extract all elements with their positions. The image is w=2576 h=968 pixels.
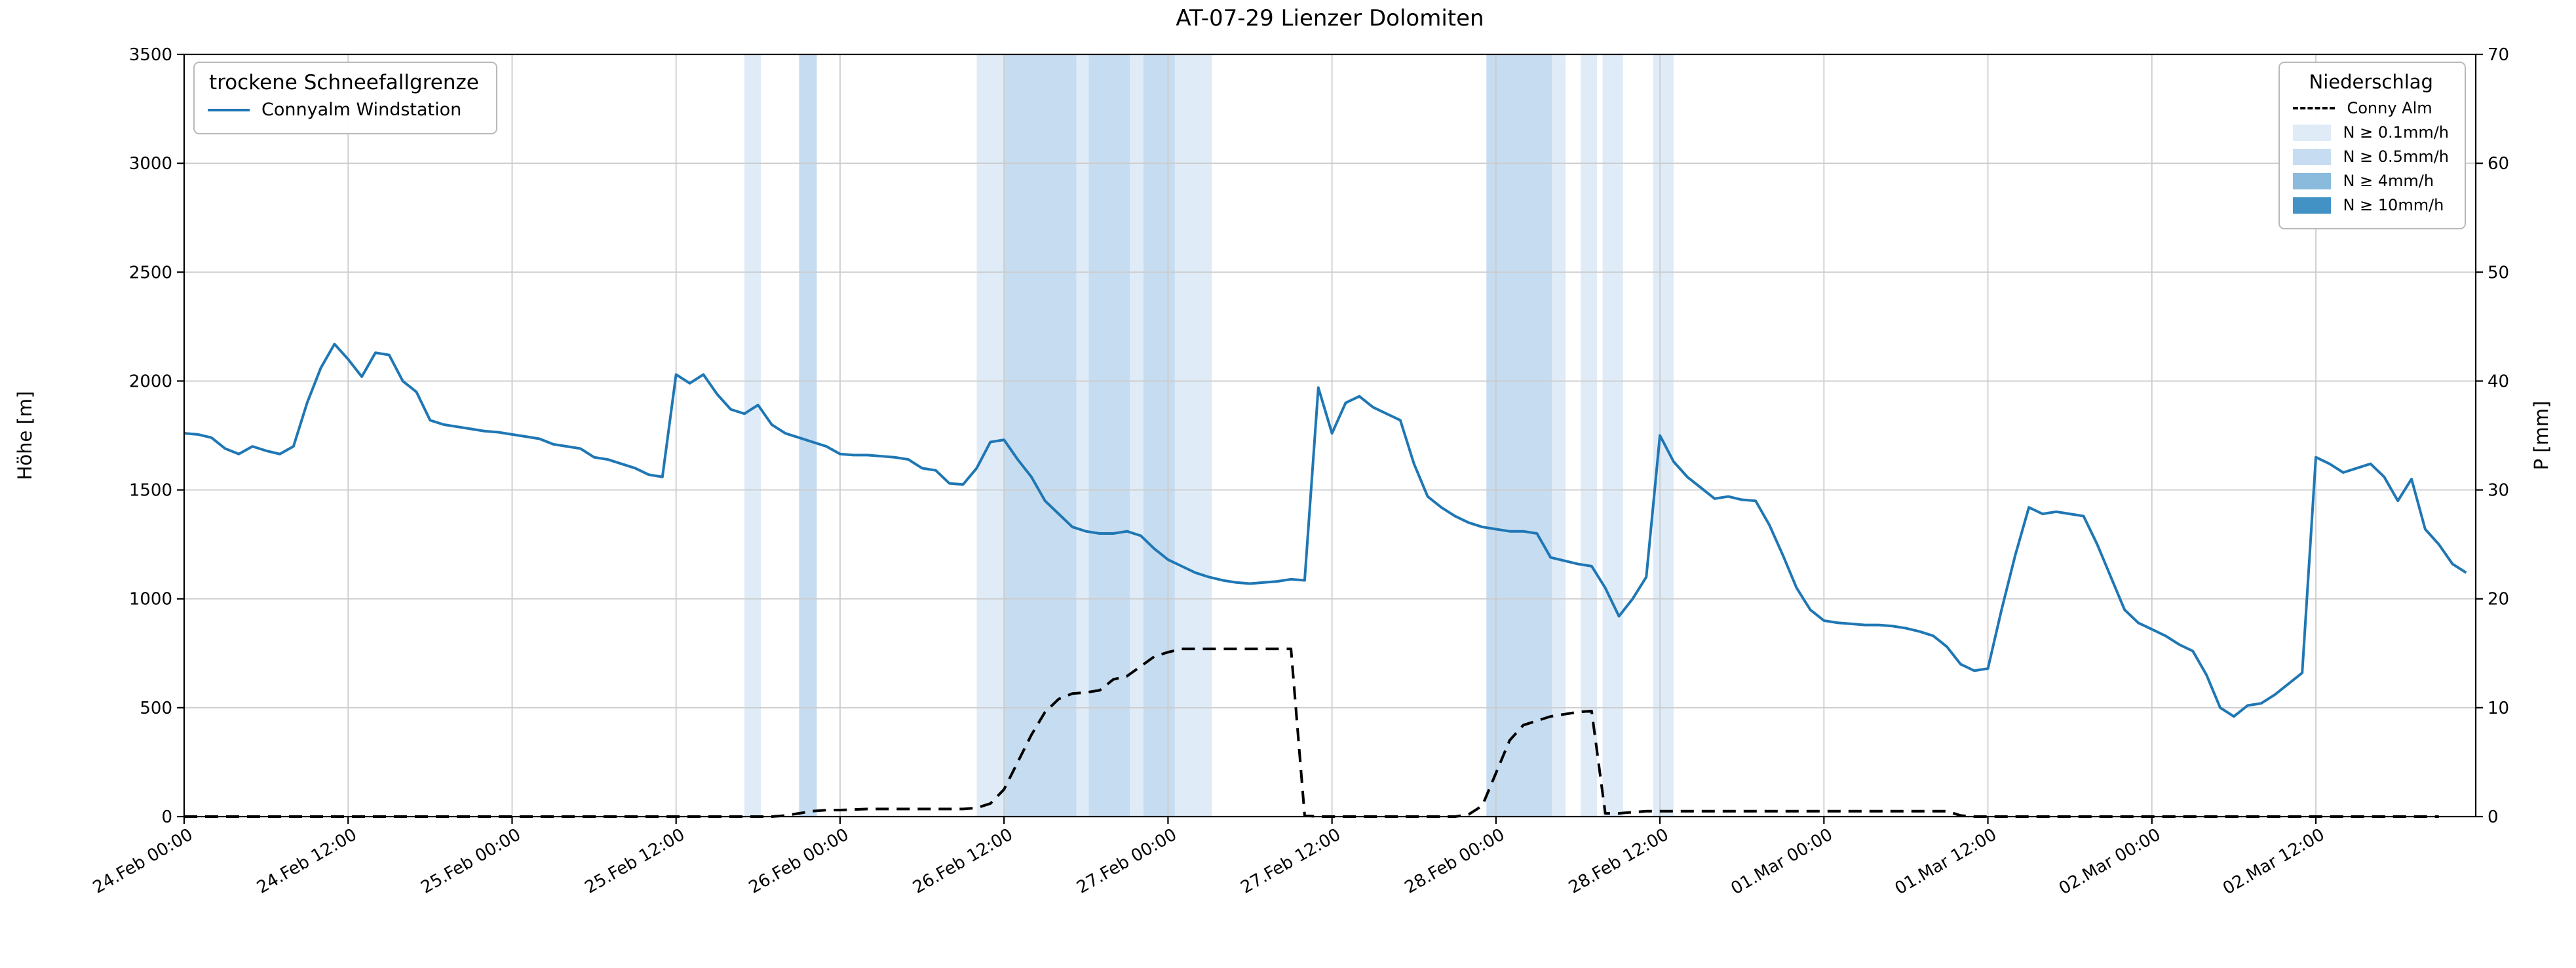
x-tick-label: 27.Feb 12:00 — [1237, 825, 1344, 898]
tier-05-swatch — [2293, 148, 2332, 165]
x-tick-label-group: 26.Feb 12:00 — [910, 825, 1016, 898]
precip-band — [976, 54, 1005, 817]
x-tick-label-group: 01.Mar 00:00 — [1727, 825, 1836, 899]
x-tick-label-group: 02.Mar 12:00 — [2220, 825, 2328, 899]
precip-band — [1552, 54, 1566, 817]
dashed-line-swatch — [2293, 107, 2336, 109]
x-tick-label: 25.Feb 12:00 — [581, 825, 688, 898]
y-right-axis-label: P [mm] — [2530, 401, 2552, 471]
x-tick-label-group: 27.Feb 00:00 — [1073, 825, 1180, 898]
y-left-tick-label: 0 — [161, 807, 172, 827]
x-tick-label: 02.Mar 00:00 — [2056, 825, 2164, 899]
legend-entry-connyalm-windstation: Connyalm Windstation — [208, 100, 480, 120]
x-tick-label-group: 27.Feb 12:00 — [1237, 825, 1344, 898]
precip-band — [1581, 54, 1598, 817]
x-tick-label: 01.Mar 12:00 — [1892, 825, 2000, 899]
x-tick-label-group: 25.Feb 12:00 — [581, 825, 688, 898]
x-tick-label-group: 01.Mar 12:00 — [1892, 825, 2000, 899]
tier-4-swatch — [2293, 172, 2332, 189]
tick-layer: 24.Feb 00:00 24.Feb 12:00 25.Feb 00:00 25.F… — [90, 45, 2509, 899]
precip-band — [1076, 54, 1089, 817]
x-tick-label-group: 24.Feb 00:00 — [90, 825, 197, 898]
x-tick-label: 26.Feb 00:00 — [746, 825, 853, 898]
legend-entry-tier-01: N ≥ 0.1mm/h — [2293, 123, 2449, 142]
axis-label-layer: Höhe [m] P [mm] — [14, 391, 2552, 480]
precip-band — [1602, 54, 1623, 817]
y-left-tick-label: 3000 — [129, 154, 172, 174]
y-right-tick-label: 60 — [2488, 154, 2509, 174]
legend-entry-label: Conny Alm — [2347, 99, 2432, 117]
legend-entry-label: N ≥ 10mm/h — [2343, 196, 2444, 214]
y-left-axis-label: Höhe [m] — [14, 391, 36, 480]
x-tick-label: 24.Feb 12:00 — [254, 825, 360, 898]
page-title: AT-07-29 Lienzer Dolomiten — [1176, 5, 1484, 31]
tier-10-swatch — [2293, 197, 2332, 214]
y-left-tick-label: 2500 — [129, 263, 172, 282]
x-tick-label-group: 24.Feb 12:00 — [254, 825, 360, 898]
precip-band-layer — [744, 54, 1674, 817]
y-right-tick-label: 20 — [2488, 590, 2509, 610]
legend-entry-tier-10: N ≥ 10mm/h — [2293, 196, 2449, 214]
series-layer — [183, 342, 2467, 818]
precip-band — [1486, 54, 1552, 817]
legend-entry-label: N ≥ 0.1mm/h — [2343, 123, 2449, 142]
legend-precip: Niederschlag Conny Alm N ≥ 0.1mm/h N ≥ 0… — [2278, 62, 2466, 229]
legend-precip-title: Niederschlag — [2309, 71, 2433, 93]
legend-entry-conny-alm: Conny Alm — [2293, 99, 2449, 117]
y-right-tick-label: 40 — [2488, 372, 2509, 391]
y-right-tick-label: 70 — [2488, 45, 2509, 65]
y-right-tick-label: 50 — [2488, 263, 2509, 282]
x-tick-label-group: 28.Feb 12:00 — [1566, 825, 1672, 898]
x-tick-label-group: 26.Feb 00:00 — [746, 825, 853, 898]
x-tick-label: 28.Feb 12:00 — [1566, 825, 1672, 898]
legend-snowline: trockene Schneefallgrenze Connyalm Winds… — [193, 62, 497, 134]
precip-band — [1653, 54, 1674, 817]
y-left-tick-label: 3500 — [129, 45, 172, 65]
y-left-tick-label: 1000 — [129, 590, 172, 610]
x-tick-label: 01.Mar 00:00 — [1727, 825, 1836, 899]
precip-band — [1174, 54, 1212, 817]
y-left-tick-label: 500 — [140, 699, 172, 718]
axes-frame-layer — [183, 53, 2477, 818]
solid-line-swatch — [208, 108, 250, 111]
y-right-tick-label: 30 — [2488, 481, 2509, 501]
precip-band — [1143, 54, 1175, 817]
x-tick-label-group: 02.Mar 00:00 — [2056, 825, 2164, 899]
precip-band — [1004, 54, 1077, 817]
x-tick-label: 27.Feb 00:00 — [1073, 825, 1180, 898]
y-right-tick-label: 10 — [2488, 699, 2509, 718]
legend-entry-label: N ≥ 0.5mm/h — [2343, 147, 2449, 166]
x-tick-label: 26.Feb 12:00 — [910, 825, 1016, 898]
plot-border — [183, 53, 2477, 818]
y-left-tick-label: 1500 — [129, 481, 172, 501]
series-solid-line — [183, 342, 2467, 718]
legend-entry-tier-05: N ≥ 0.5mm/h — [2293, 147, 2449, 166]
legend-entry-tier-4: N ≥ 4mm/h — [2293, 172, 2449, 190]
x-tick-label: 28.Feb 00:00 — [1402, 825, 1509, 898]
precip-band — [799, 54, 817, 817]
y-right-tick-label: 0 — [2488, 807, 2499, 827]
y-left-tick-label: 2000 — [129, 372, 172, 391]
x-tick-label: 25.Feb 00:00 — [417, 825, 524, 898]
x-tick-label: 02.Mar 12:00 — [2220, 825, 2328, 899]
x-tick-label: 24.Feb 00:00 — [90, 825, 197, 898]
series-dashed-line — [184, 648, 2439, 818]
gridline-layer — [183, 54, 2476, 817]
x-tick-label-group: 25.Feb 00:00 — [417, 825, 524, 898]
precip-band — [1130, 54, 1144, 817]
legend-entry-label: Connyalm Windstation — [261, 100, 462, 120]
precip-band — [1088, 54, 1130, 817]
legend-entry-label: N ≥ 4mm/h — [2343, 172, 2434, 190]
legend-snowline-title: trockene Schneefallgrenze — [209, 71, 479, 94]
precip-band — [744, 54, 761, 817]
tier-01-swatch — [2293, 124, 2332, 141]
x-tick-label-group: 28.Feb 00:00 — [1402, 825, 1509, 898]
